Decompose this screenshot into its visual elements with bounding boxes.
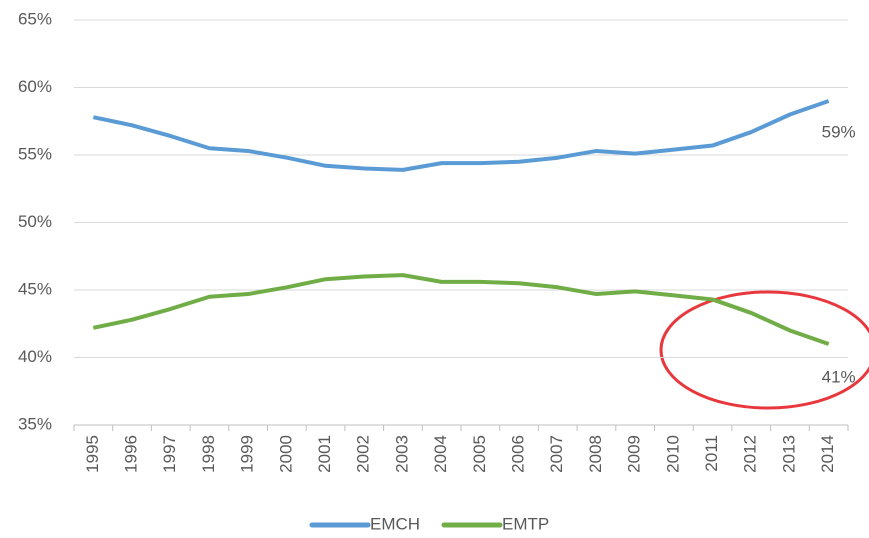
y-tick-label: 50% bbox=[18, 212, 52, 231]
x-tick-label: 1996 bbox=[122, 435, 141, 473]
y-tick-label: 60% bbox=[18, 77, 52, 96]
x-tick-label: 2012 bbox=[741, 435, 760, 473]
x-tick-label: 2014 bbox=[818, 435, 837, 473]
x-tick-label: 2011 bbox=[702, 435, 721, 472]
line-series bbox=[92, 273, 830, 346]
x-tick-label: 2010 bbox=[663, 435, 682, 473]
x-tick-label: 2013 bbox=[779, 435, 798, 473]
x-tick-label: 1999 bbox=[238, 435, 257, 473]
x-tick-label: 1995 bbox=[83, 435, 102, 473]
y-tick-label: 65% bbox=[18, 9, 52, 28]
legend-label: EMTP bbox=[502, 514, 549, 533]
x-tick-label: 2004 bbox=[431, 435, 450, 473]
x-tick-label: 2000 bbox=[276, 435, 295, 473]
x-tick-label: 1997 bbox=[160, 435, 179, 473]
data-label: 59% bbox=[822, 122, 856, 141]
y-tick-label: 35% bbox=[18, 414, 52, 433]
legend-label: EMCH bbox=[370, 514, 420, 533]
x-tick-label: 1998 bbox=[199, 435, 218, 473]
y-tick-label: 55% bbox=[18, 144, 52, 163]
x-tick-label: 2009 bbox=[625, 435, 644, 473]
y-tick-label: 40% bbox=[18, 347, 52, 366]
x-tick-label: 2001 bbox=[315, 435, 334, 473]
x-tick-label: 2002 bbox=[354, 435, 373, 473]
highlight-ellipse bbox=[659, 290, 869, 410]
x-tick-label: 2007 bbox=[547, 435, 566, 473]
y-tick-label: 45% bbox=[18, 279, 52, 298]
data-label: 41% bbox=[822, 367, 856, 386]
x-tick-label: 2003 bbox=[392, 435, 411, 473]
x-tick-label: 2005 bbox=[470, 435, 489, 473]
x-tick-label: 2006 bbox=[509, 435, 528, 473]
x-tick-label: 2008 bbox=[586, 435, 605, 473]
line-series bbox=[92, 99, 830, 172]
